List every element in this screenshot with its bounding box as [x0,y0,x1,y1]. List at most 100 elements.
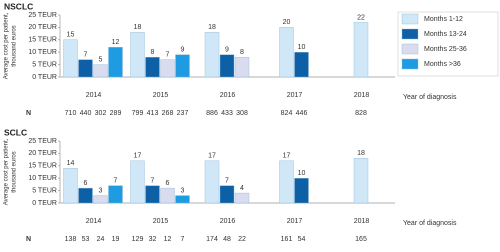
n-value: 828 [355,110,367,117]
x-tick-label: 2014 [86,92,102,99]
value-label: 6 [166,180,170,187]
n-value: 165 [355,236,367,243]
value-label: 22 [357,14,365,21]
y-tick-label: 25 TEUR [28,12,57,19]
n-value: 308 [236,110,248,117]
bar [63,39,78,78]
n-value: 53 [82,236,90,243]
legend-swatch [401,43,419,55]
bar [175,195,190,204]
n-value: 799 [132,110,144,117]
n-value: 302 [95,110,107,117]
bar [353,158,369,204]
n-value: 289 [110,110,122,117]
value-label: 14 [67,160,75,167]
value-label: 7 [114,177,118,184]
y-tick-label: 5 TEUR [32,61,57,68]
n-value: 710 [65,110,77,117]
y-axis-label: Average cost per patient, [4,138,10,205]
x-tick-label: 2017 [287,92,303,99]
bar [78,59,93,78]
y-tick-label: 10 TEUR [28,175,57,182]
x-tick-label: 2017 [287,218,303,225]
y-tick-label: 15 TEUR [28,37,57,44]
n-value: 824 [281,110,293,117]
value-label: 8 [151,49,155,56]
legend-label: Months 25-36 [424,46,467,53]
n-label: N [26,110,31,117]
value-label: 18 [208,24,216,31]
value-label: 7 [166,51,170,58]
n-value: 413 [147,110,159,117]
n-value: 22 [238,236,246,243]
bar [93,64,108,78]
value-label: 3 [99,187,103,194]
n-value: 446 [296,110,308,117]
value-label: 18 [357,150,365,157]
legend-frame [397,11,499,77]
bar [353,22,369,78]
value-label: 17 [208,153,216,160]
y-tick-label: 20 TEUR [28,150,57,157]
bar [294,52,309,78]
x-axis-label: Year of diagnosis [403,94,457,101]
value-label: 20 [283,19,291,26]
legend-swatch [401,58,419,70]
n-value: 24 [97,236,105,243]
n-value: 19 [112,236,120,243]
y-tick-label: 20 TEUR [28,24,57,31]
bar [279,160,294,204]
legend-label: Months 13-24 [424,31,467,38]
n-label: N [26,236,31,243]
value-label: 7 [84,51,88,58]
bar [219,54,235,78]
bar [219,185,235,204]
x-tick-label: 2018 [354,218,370,225]
value-label: 10 [298,170,306,177]
y-axis-label: thousand euros [12,25,18,66]
legend-swatch [401,13,419,25]
n-value: 237 [177,110,189,117]
y-tick-label: 10 TEUR [28,49,57,56]
bar [234,56,250,78]
bar [160,59,175,78]
x-tick-label: 2016 [220,92,236,99]
n-value: 440 [80,110,92,117]
n-value: 7 [181,236,185,243]
value-label: 7 [151,177,155,184]
x-tick-label: 2014 [86,218,102,225]
value-label: 9 [225,47,229,54]
x-tick-label: 2015 [153,218,169,225]
value-label: 5 [99,56,103,63]
panel-title: NSCLC [4,1,33,11]
value-label: 17 [283,153,291,160]
bar [294,177,309,204]
y-axis-label: thousand euros [12,151,18,192]
y-tick-label: 0 TEUR [32,200,57,207]
x-tick-label: 2016 [220,218,236,225]
x-tick-label: 2018 [354,92,370,99]
n-value: 54 [298,236,306,243]
bar [204,32,220,78]
value-label: 17 [134,153,142,160]
n-value: 32 [149,236,157,243]
value-label: 9 [181,47,185,54]
y-tick-label: 15 TEUR [28,163,57,170]
value-label: 10 [298,44,306,51]
y-tick-label: 25 TEUR [28,138,57,145]
n-value: 174 [206,236,218,243]
n-value: 433 [221,110,233,117]
x-axis-label: Year of diagnosis [403,220,457,227]
y-axis-label: Average cost per patient, [4,12,10,79]
bar [108,47,123,78]
bar [279,27,294,78]
bar [204,160,220,204]
bar [108,185,123,204]
bar [130,32,145,78]
bar [234,192,250,204]
legend-label: Months >36 [424,61,461,68]
n-value: 886 [206,110,218,117]
n-value: 161 [281,236,293,243]
legend-label: Months 1-12 [424,16,463,23]
